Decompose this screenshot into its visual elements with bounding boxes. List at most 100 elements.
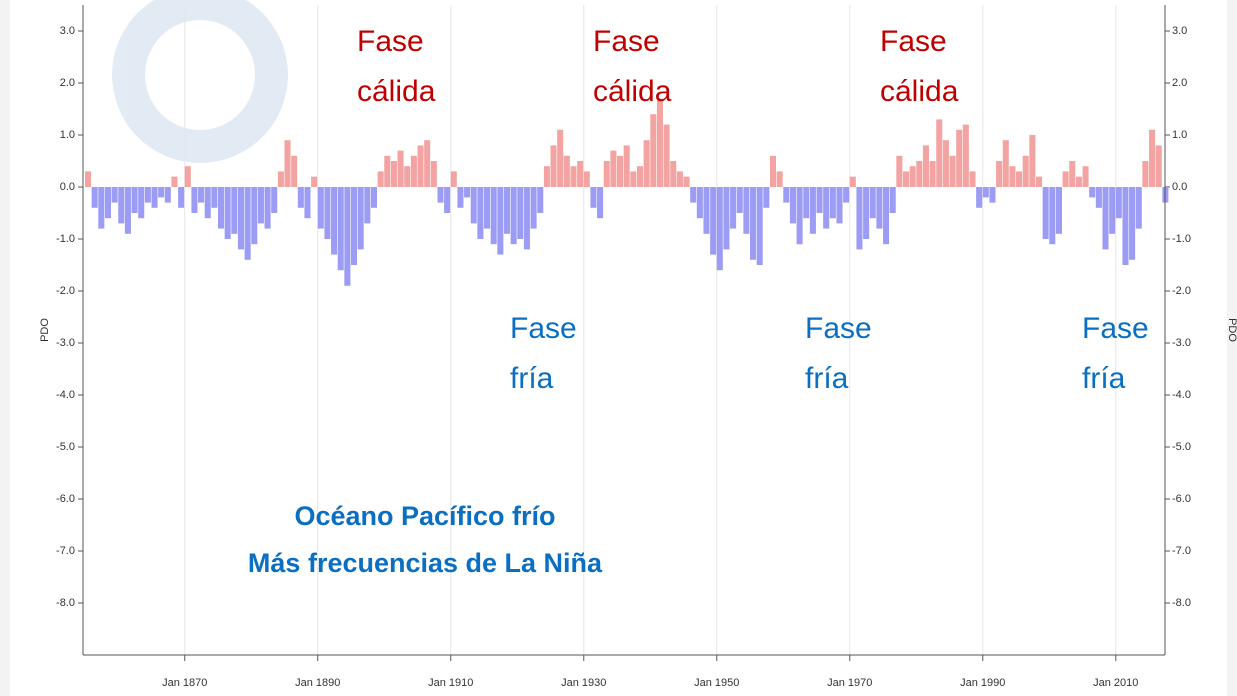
bar	[284, 140, 291, 187]
bar	[949, 155, 956, 187]
bar	[1042, 187, 1049, 239]
phase-annotation: Fase	[1082, 312, 1149, 345]
bar	[763, 187, 770, 208]
bar	[956, 129, 963, 187]
bar	[184, 166, 191, 187]
bar	[1122, 187, 1129, 265]
y-tick-label: -5.0	[56, 441, 75, 453]
x-tick-label: Jan 1910	[428, 677, 473, 689]
bar	[829, 187, 836, 219]
bar	[550, 145, 557, 187]
phase-annotation: Fase	[510, 312, 577, 345]
bar	[696, 187, 703, 219]
bar	[331, 187, 338, 255]
bar	[703, 187, 710, 234]
y2-axis-label: PDO	[1226, 318, 1237, 342]
bar	[962, 124, 969, 187]
bar	[996, 161, 1003, 187]
bar	[98, 187, 105, 229]
y2-tick-label: -2.0	[1172, 285, 1191, 297]
bar	[404, 166, 411, 187]
y2-tick-label: 2.0	[1172, 77, 1187, 89]
bar	[809, 187, 816, 234]
bar	[849, 176, 856, 187]
bar	[856, 187, 863, 250]
bar	[84, 171, 92, 187]
bar	[537, 187, 544, 213]
bar	[1029, 135, 1036, 187]
x-tick-label: Jan 1870	[162, 677, 207, 689]
bar	[384, 155, 391, 187]
bar	[1002, 140, 1009, 187]
bar	[251, 187, 258, 245]
note-text: Más frecuencias de La Niña	[248, 548, 603, 578]
bar	[357, 187, 364, 250]
bar	[1089, 187, 1096, 198]
bar	[477, 187, 484, 239]
bar	[464, 187, 471, 198]
bar	[823, 187, 830, 229]
y2-tick-label: -3.0	[1172, 337, 1191, 349]
bar	[976, 187, 983, 208]
bar	[1135, 187, 1142, 229]
bar	[563, 155, 570, 187]
bar	[1035, 176, 1043, 187]
y-tick-label: 0.0	[60, 181, 75, 193]
bar	[989, 187, 996, 203]
phase-annotation: fría	[510, 362, 554, 395]
noaa-watermark	[112, 0, 288, 163]
bar	[863, 187, 870, 239]
bar	[630, 171, 637, 187]
bar	[410, 155, 417, 187]
chart-background	[10, 0, 1227, 696]
phase-annotation: Fase	[805, 312, 872, 345]
bar	[91, 187, 98, 208]
phase-annotation: Fase	[880, 25, 947, 58]
bar	[896, 155, 903, 187]
bar	[1082, 166, 1089, 187]
bar	[922, 145, 929, 187]
bar	[437, 187, 444, 203]
bar	[171, 176, 178, 187]
bar	[191, 187, 198, 213]
bar	[942, 140, 949, 187]
bar	[178, 187, 185, 208]
bar	[650, 114, 657, 187]
y-tick-label: 1.0	[60, 129, 75, 141]
bar	[643, 140, 650, 187]
bar	[736, 187, 743, 213]
bar	[517, 187, 524, 239]
bar	[224, 187, 231, 239]
bar	[816, 187, 823, 213]
bar	[257, 187, 264, 224]
bar	[470, 187, 477, 224]
y-axis-label: PDO	[39, 318, 51, 342]
bar	[304, 187, 311, 219]
bar	[1149, 129, 1156, 187]
bar	[164, 187, 171, 203]
bar	[750, 187, 757, 260]
y-tick-label: -7.0	[56, 545, 75, 557]
phase-annotation: fría	[805, 362, 849, 395]
phase-annotation: Fase	[357, 25, 424, 58]
y2-tick-label: 3.0	[1172, 25, 1187, 37]
y2-tick-label: -6.0	[1172, 493, 1191, 505]
bar	[676, 171, 683, 187]
bar	[151, 187, 158, 208]
bar	[523, 187, 530, 250]
bar	[876, 187, 883, 229]
bar	[636, 166, 644, 187]
bar	[124, 187, 131, 234]
bar	[1075, 176, 1082, 187]
bar	[789, 187, 796, 224]
bar	[710, 187, 717, 255]
bar	[590, 187, 597, 208]
y-tick-label: 2.0	[60, 77, 75, 89]
bar	[497, 187, 504, 255]
bar	[583, 171, 590, 187]
y-tick-label: -4.0	[56, 389, 75, 401]
bar	[1016, 171, 1023, 187]
bar	[111, 187, 118, 203]
bar	[424, 140, 431, 187]
